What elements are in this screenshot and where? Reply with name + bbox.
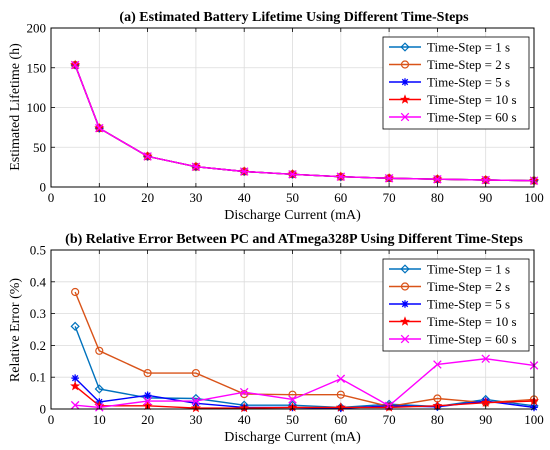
legend-marker (400, 334, 410, 344)
data-point (94, 384, 104, 394)
data-point (433, 174, 442, 184)
panel-a-lifetime: (a) Estimated Battery Lifetime Using Dif… (8, 10, 544, 223)
x-axis-label: Discharge Current (mA) (224, 430, 361, 445)
data-point (239, 387, 249, 397)
x-tick-label: 90 (479, 412, 492, 427)
x-tick-label: 50 (286, 412, 299, 427)
data-point (143, 152, 152, 161)
data-point (239, 167, 249, 176)
legend-box (382, 258, 530, 352)
x-tick-label: 30 (189, 412, 202, 427)
legend: Time-Step = 1 s Time-Step = 2 s Time-Step … (382, 258, 530, 352)
panel-b-title: (b) Relative Error Between PC and ATmega… (65, 232, 523, 247)
x-tick-label: 0 (48, 190, 55, 205)
legend-marker (400, 112, 410, 122)
x-axis-label: Discharge Current (mA) (224, 208, 361, 223)
legend-marker (400, 42, 410, 52)
data-point (191, 368, 200, 378)
data-point (95, 346, 104, 355)
data-point (143, 368, 152, 378)
data-point (191, 162, 201, 171)
y-tick-label: 200 (27, 21, 47, 36)
data-point (143, 391, 152, 400)
data-point (95, 123, 104, 133)
y-tick-label: 0.2 (30, 338, 46, 353)
x-tick-label: 10 (93, 190, 106, 205)
data-point (433, 360, 442, 369)
y-tick-label: 0 (40, 402, 47, 417)
x-tick-label: 80 (431, 190, 444, 205)
data-point (481, 354, 490, 364)
x-tick-label: 60 (334, 190, 347, 205)
panel-b-relative-error: (b) Relative Error Between PC and ATmega… (8, 232, 544, 445)
data-point (240, 389, 249, 399)
x-tick-label: 40 (238, 190, 251, 205)
x-tick-label: 60 (334, 412, 347, 427)
data-point (70, 380, 81, 391)
data-point (336, 390, 345, 399)
legend-label: Time-Step = 1 s (427, 262, 510, 277)
legend-marker (401, 78, 409, 86)
x-tick-label: 50 (286, 190, 299, 205)
x-tick-label: 20 (141, 190, 154, 205)
legend-label: Time-Step = 5 s (427, 297, 510, 312)
x-tick-label: 90 (479, 190, 492, 205)
data-point (288, 390, 297, 399)
legend-label: Time-Step = 2 s (427, 57, 510, 72)
y-axis-label: Estimated Lifetime (h) (8, 43, 23, 171)
legend-marker (401, 300, 409, 308)
y-tick-label: 100 (27, 100, 47, 115)
legend-marker (400, 264, 410, 274)
x-tick-label: 20 (141, 412, 154, 427)
legend-label: Time-Step = 60 s (427, 332, 517, 347)
data-point (143, 396, 152, 406)
legend-box (382, 36, 530, 130)
panel-a-title: (a) Estimated Battery Lifetime Using Dif… (119, 10, 469, 25)
data-point (480, 397, 491, 407)
legend-marker (400, 316, 410, 326)
data-point (288, 170, 297, 179)
data-point (336, 374, 346, 384)
legend-label: Time-Step = 60 s (427, 110, 517, 125)
legend-marker (400, 282, 410, 291)
legend-marker (400, 60, 410, 69)
data-point (70, 321, 80, 331)
data-point (481, 175, 490, 185)
data-point (71, 287, 80, 297)
y-tick-label: 0.3 (30, 306, 46, 321)
series-line-2 (74, 291, 535, 408)
y-tick-label: 0.5 (30, 243, 46, 258)
data-point (71, 374, 79, 382)
x-tick-label: 30 (189, 190, 202, 205)
y-tick-label: 150 (27, 60, 47, 75)
data-point (70, 60, 80, 70)
legend-label: Time-Step = 5 s (427, 75, 510, 90)
legend-label: Time-Step = 2 s (427, 279, 510, 294)
x-tick-label: 80 (431, 412, 444, 427)
x-tick-label: 100 (524, 412, 544, 427)
x-tick-label: 100 (524, 190, 544, 205)
y-tick-label: 0 (40, 180, 47, 195)
legend-marker (400, 94, 410, 104)
y-tick-label: 50 (33, 140, 46, 155)
legend: Time-Step = 1 s Time-Step = 2 s Time-Step … (382, 36, 530, 130)
x-tick-label: 10 (93, 412, 106, 427)
y-tick-label: 0.1 (30, 370, 46, 385)
legend-label: Time-Step = 10 s (427, 314, 517, 329)
data-point (288, 395, 297, 404)
data-point (336, 172, 346, 181)
data-point (70, 400, 80, 410)
x-tick-label: 70 (383, 190, 396, 205)
legend-label: Time-Step = 1 s (427, 40, 510, 55)
x-tick-label: 0 (48, 412, 55, 427)
legend-label: Time-Step = 10 s (427, 92, 517, 107)
y-axis-label: Relative Error (%) (8, 278, 23, 383)
x-tick-label: 40 (238, 412, 251, 427)
data-point (191, 396, 201, 406)
data-point (384, 173, 394, 183)
x-tick-label: 70 (383, 412, 396, 427)
y-tick-label: 0.4 (30, 274, 47, 289)
